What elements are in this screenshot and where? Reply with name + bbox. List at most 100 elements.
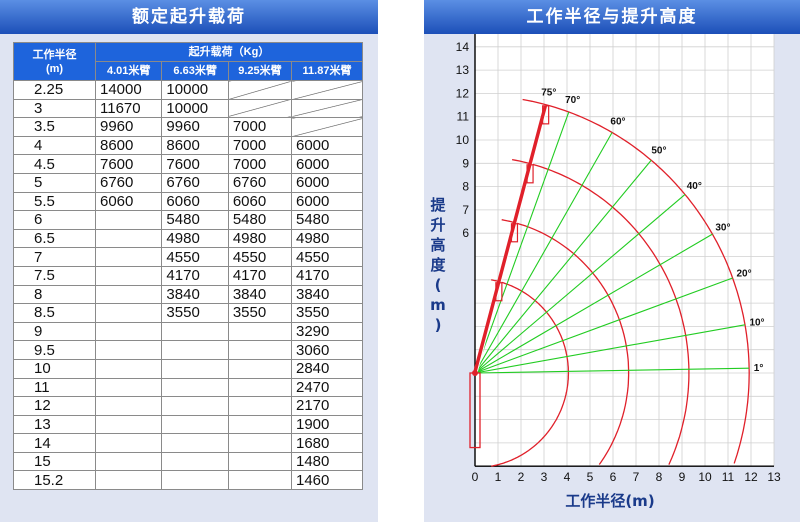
table-row: 4.5 7600 7600 7000 6000 (13, 154, 363, 174)
load-cell: 4170 (227, 265, 293, 286)
angle-line (474, 233, 713, 374)
load-cell: 4550 (291, 247, 363, 267)
angle-label: 75° (541, 87, 556, 98)
load-cell: 6000 (291, 191, 363, 212)
load-cell (161, 414, 229, 435)
radius-cell: 3.5 (13, 117, 96, 137)
load-cell (94, 228, 163, 249)
load-cell (94, 321, 163, 342)
boom-hook (542, 105, 550, 125)
radius-cell: 4 (13, 135, 96, 156)
table-row: 5 6760 6760 6760 6000 (13, 172, 363, 193)
load-cell (227, 321, 293, 342)
load-cell (94, 414, 163, 435)
angle-line (474, 111, 570, 374)
angle-label: 30° (715, 223, 730, 234)
load-cell (161, 340, 229, 360)
radius-cell: 6 (13, 210, 96, 230)
x-tick-label: 8 (656, 470, 663, 484)
load-cell (227, 80, 293, 100)
load-cell: 1480 (291, 451, 363, 472)
crane-boom (473, 105, 548, 374)
load-cell: 4170 (291, 265, 363, 286)
table-row: 9.5 3060 (13, 340, 363, 360)
x-tick-label: 9 (679, 470, 686, 484)
load-table: 工作半径 (m) 起升载荷（Kg） 4.01米臂 6.63米臂 9.25米臂 11.87… (13, 42, 363, 491)
load-cell: 8600 (161, 135, 229, 156)
load-cell (161, 321, 229, 342)
table-row: 7 4550 4550 4550 (13, 247, 363, 267)
load-cell: 5480 (161, 210, 229, 230)
x-tick-label: 11 (722, 470, 735, 484)
x-tick-label: 1 (495, 470, 502, 484)
load-cell: 3550 (291, 303, 363, 323)
plot-area (475, 34, 774, 467)
load-cell: 10000 (161, 80, 229, 100)
load-cell (94, 265, 163, 286)
angle-label: 40° (687, 181, 702, 192)
radius-cell: 13 (13, 414, 96, 435)
load-cell (94, 470, 163, 491)
table-row: 2.25 14000 10000 (13, 80, 363, 100)
load-cell: 2170 (291, 396, 363, 416)
radius-cell: 4.5 (13, 154, 96, 174)
load-cell: 5480 (227, 210, 293, 230)
y-tick-label: 12 (456, 86, 470, 100)
load-cell (227, 470, 293, 491)
table-row: 8.5 3550 3550 3550 (13, 303, 363, 323)
load-column-header: 起升载荷（Kg） (95, 42, 363, 62)
load-table-title: 额定起升载荷 (0, 0, 378, 34)
load-cell (161, 358, 229, 379)
load-cell: 1460 (291, 470, 363, 491)
load-cell: 3840 (227, 284, 293, 305)
load-cell: 6760 (94, 172, 163, 193)
table-row: 15 1480 (13, 451, 363, 472)
radius-cell: 3 (13, 98, 96, 119)
table-row: 13 1900 (13, 414, 363, 435)
angle-line (474, 159, 652, 374)
radius-cell: 11 (13, 377, 96, 398)
table-row: 6 5480 5480 5480 (13, 210, 363, 230)
table-row: 3.5 9960 9960 7000 (13, 117, 363, 137)
boom-header-3: 9.25米臂 (227, 61, 293, 81)
chart-title: 工作半径与提升高度 (424, 0, 800, 34)
load-cell (161, 396, 229, 416)
boom-header-1: 4.01米臂 (94, 61, 163, 81)
radius-cell: 2.25 (13, 80, 96, 100)
load-cell: 10000 (161, 98, 229, 119)
load-cell: 7000 (227, 135, 293, 156)
load-cell (291, 98, 363, 119)
x-tick-label: 10 (698, 470, 712, 484)
table-row: 12 2170 (13, 396, 363, 416)
load-cell (291, 80, 363, 100)
load-cell: 2840 (291, 358, 363, 379)
load-cell (94, 377, 163, 398)
load-cell: 4980 (227, 228, 293, 249)
angle-line (474, 277, 733, 374)
x-tick-label: 3 (541, 470, 548, 484)
load-cell: 3060 (291, 340, 363, 360)
radius-cell: 8.5 (13, 303, 96, 323)
load-cell (94, 284, 163, 305)
y-axis-label: 提升高度(m) (430, 196, 446, 334)
angle-line (474, 194, 686, 374)
radius-cell: 9 (13, 321, 96, 342)
load-cell: 11670 (94, 98, 163, 119)
x-tick-label: 12 (744, 470, 758, 484)
y-tick-label: 8 (462, 180, 469, 194)
load-cell (291, 117, 363, 137)
angle-label: 20° (737, 269, 752, 280)
x-axis-label: 工作半径(m) (565, 492, 655, 510)
table-row: 6.5 4980 4980 4980 (13, 228, 363, 249)
load-cell: 6000 (291, 172, 363, 193)
load-cell (94, 433, 163, 453)
x-tick-label: 7 (633, 470, 640, 484)
load-cell: 9960 (94, 117, 163, 137)
load-cell: 6060 (161, 191, 229, 212)
load-cell: 3290 (291, 321, 363, 342)
load-cell (161, 451, 229, 472)
radius-cell: 10 (13, 358, 96, 379)
load-cell: 5480 (291, 210, 363, 230)
load-cell: 6060 (227, 191, 293, 212)
x-tick-label: 0 (472, 470, 479, 484)
